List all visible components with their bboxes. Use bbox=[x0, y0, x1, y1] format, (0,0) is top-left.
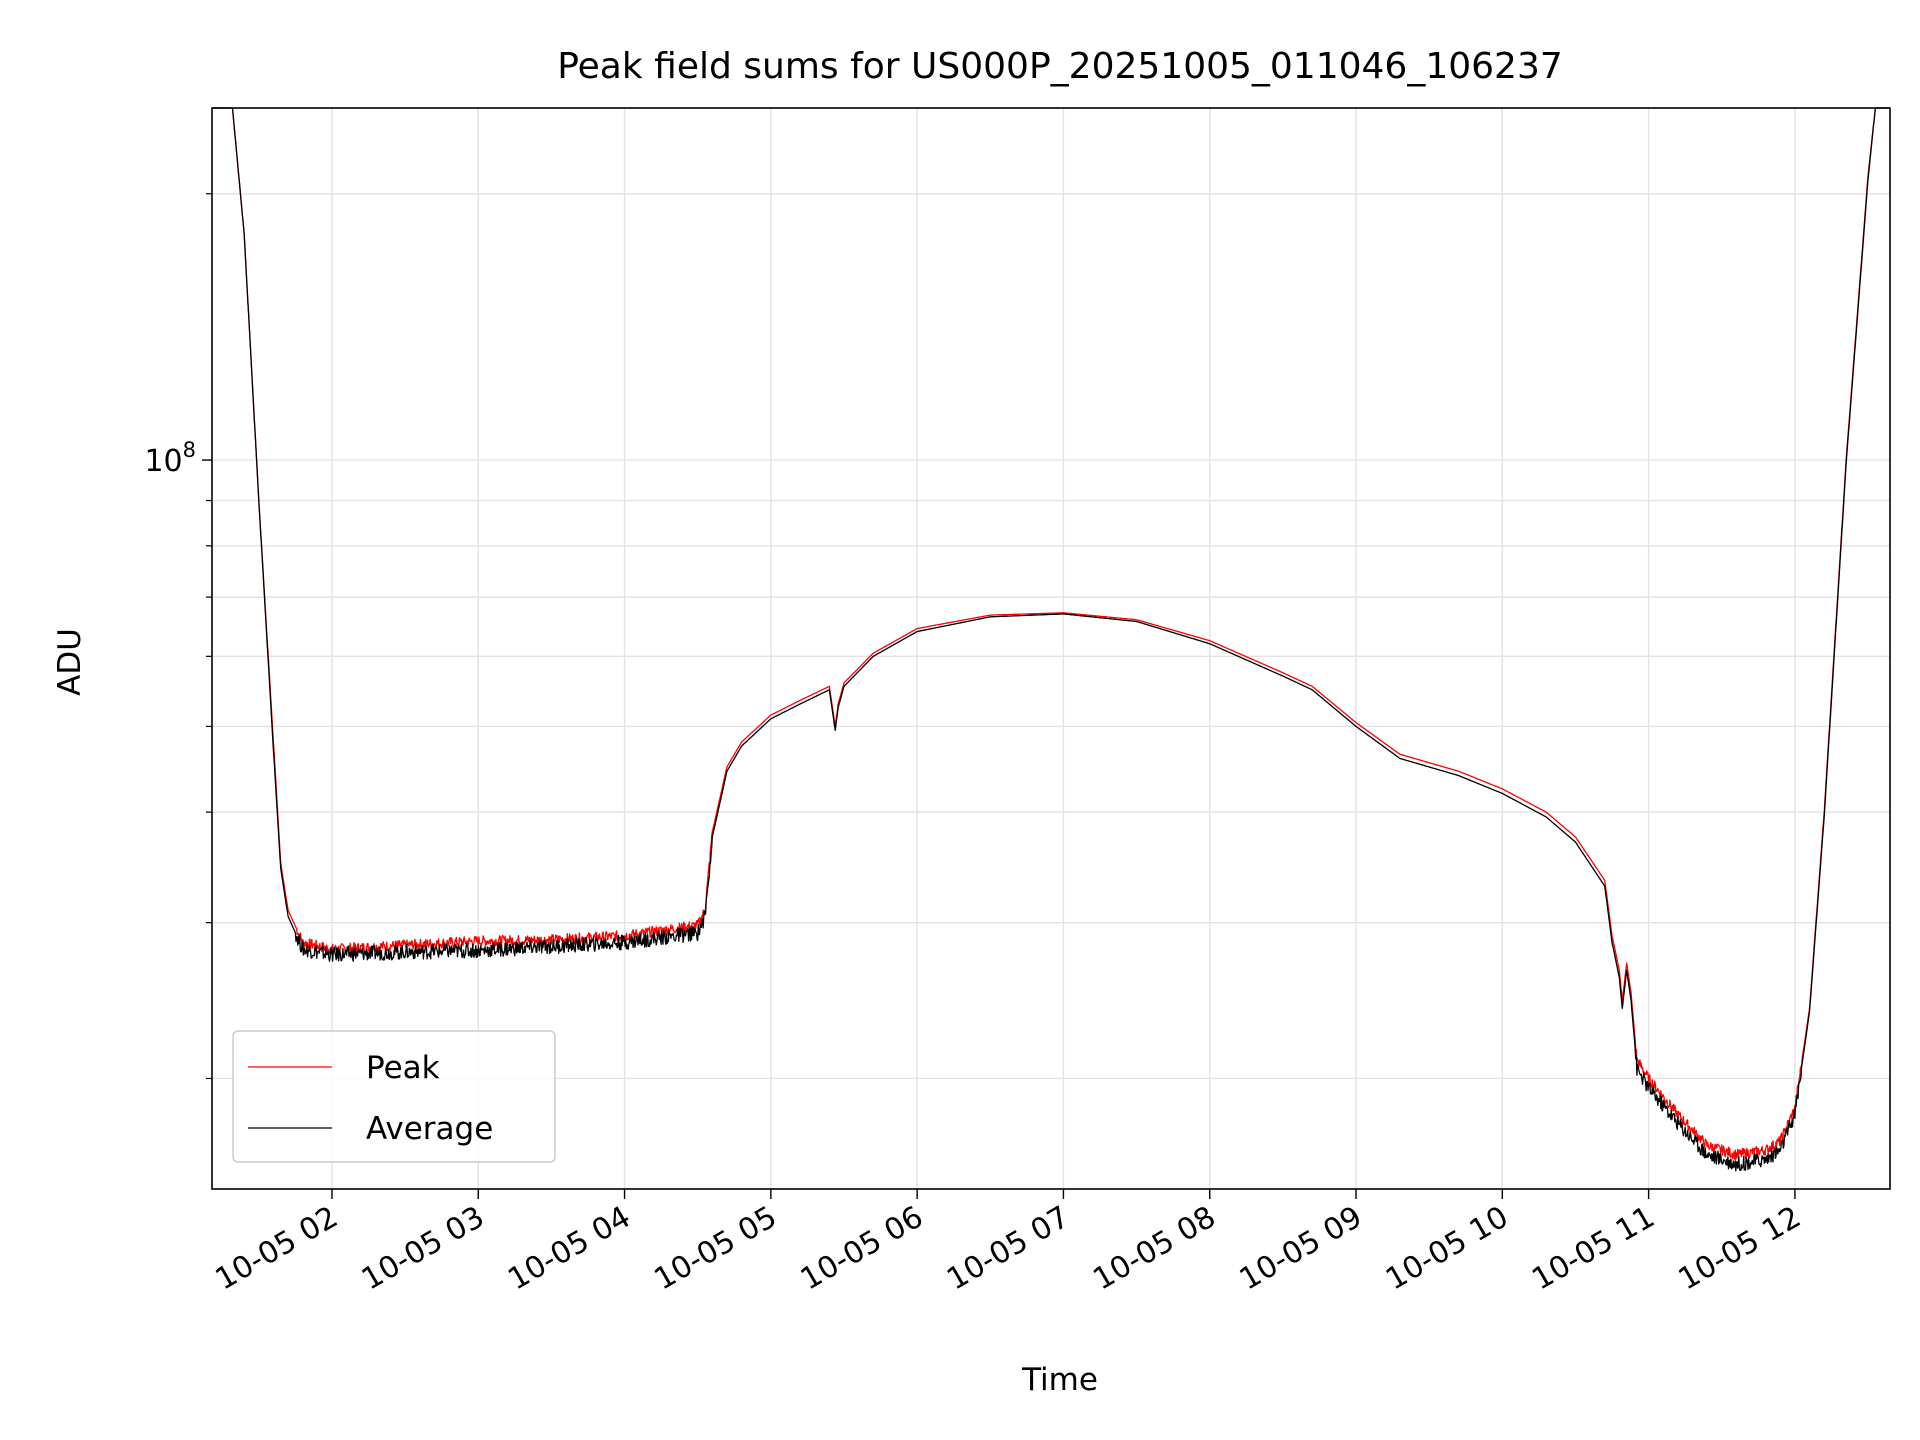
legend-label-peak: Peak bbox=[366, 1050, 440, 1086]
series-line-peak bbox=[211, 107, 1891, 1160]
x-axis-label: Time bbox=[1021, 1362, 1098, 1398]
series-lines bbox=[211, 107, 1891, 1172]
grid bbox=[212, 108, 1890, 1189]
y-tick-label: 108 bbox=[144, 438, 196, 479]
legend-box bbox=[232, 1030, 556, 1163]
legend-label-average: Average bbox=[366, 1111, 493, 1147]
chart-title: Peak field sums for US000P_20251005_0110… bbox=[557, 46, 1563, 87]
series-line-average bbox=[211, 107, 1891, 1172]
y-axis-label: ADU bbox=[52, 628, 88, 696]
plot-frame bbox=[211, 107, 1891, 1190]
y-tick-label-exponent: 8 bbox=[183, 438, 196, 462]
y-tick-label-base: 10 bbox=[144, 444, 182, 479]
legend: Peak Average bbox=[232, 1030, 556, 1163]
